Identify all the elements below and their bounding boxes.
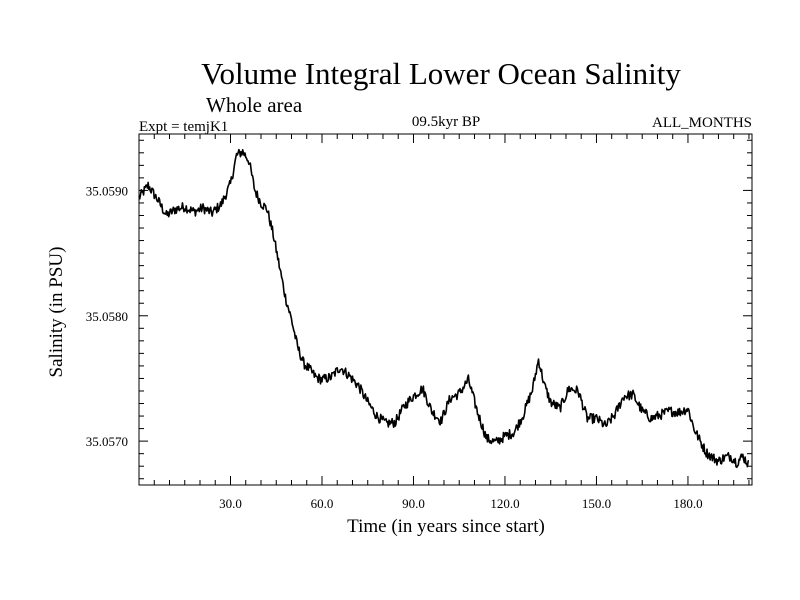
- chart-subtitle: Whole area: [206, 93, 303, 117]
- x-tick-label: 90.0: [402, 496, 425, 511]
- x-tick-label: 180.0: [673, 496, 702, 511]
- x-tick-label: 60.0: [311, 496, 334, 511]
- x-axis-ticks: 30.0 60.0 90.0 120.0 150.0 180.0: [153, 134, 750, 511]
- months-label: ALL_MONTHS: [652, 115, 752, 131]
- x-tick-label: 30.0: [219, 496, 242, 511]
- chart-title: Volume Integral Lower Ocean Salinity: [201, 56, 681, 91]
- y-tick-label: 35.0580: [86, 309, 128, 324]
- y-tick-label: 35.0570: [86, 434, 128, 449]
- plot-frame: [138, 133, 753, 486]
- experiment-label: Expt = temjK1: [139, 119, 228, 135]
- y-axis-label: Salinity (in PSU): [46, 247, 67, 378]
- y-axis-ticks: 35.0570 35.0580 35.0590: [86, 139, 752, 480]
- salinity-series-line: [138, 148, 750, 469]
- y-tick-label: 35.0590: [86, 183, 128, 198]
- period-label: 09.5kyr BP: [412, 114, 480, 130]
- x-axis-label: Time (in years since start): [347, 516, 545, 537]
- x-tick-label: 120.0: [490, 496, 519, 511]
- x-tick-label: 150.0: [582, 496, 611, 511]
